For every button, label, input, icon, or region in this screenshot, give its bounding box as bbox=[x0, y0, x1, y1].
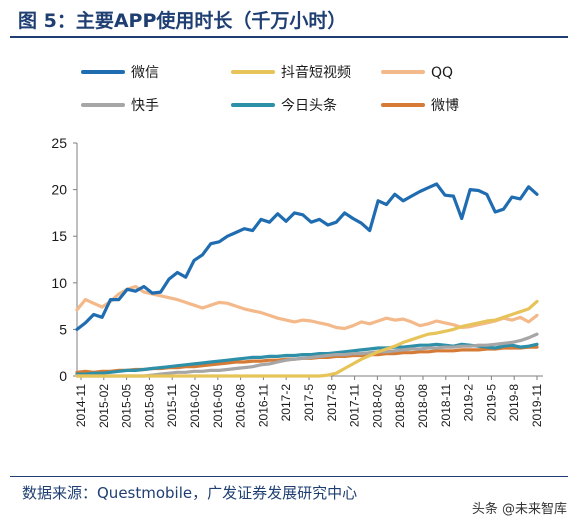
source-rule bbox=[10, 476, 568, 477]
y-tick-label: 25 bbox=[51, 135, 67, 151]
x-tick-label: 2019-2 bbox=[462, 384, 476, 422]
series-lines bbox=[75, 182, 539, 378]
x-tick-label: 2019-5 bbox=[484, 384, 498, 422]
x-tick-label: 2017-2 bbox=[279, 384, 293, 422]
x-tick-label: 2019-8 bbox=[507, 384, 521, 422]
x-tick-label: 2016-05 bbox=[211, 384, 225, 428]
legend-label-0: 微信 bbox=[131, 65, 159, 81]
y-tick-label: 5 bbox=[59, 321, 67, 337]
series-line-4 bbox=[75, 342, 539, 376]
y-tick-label: 15 bbox=[51, 228, 67, 244]
series-line-1 bbox=[75, 299, 539, 378]
axes: 0 5 10 15 20 25 2014-11 2015-02 2015-05 2015-08 20… bbox=[51, 135, 544, 428]
legend-label-3: 快手 bbox=[131, 98, 159, 114]
x-tick-label: 2018-02 bbox=[370, 384, 384, 428]
x-tick-label: 2015-11 bbox=[165, 384, 179, 427]
watermark: 头条 @未来智库 bbox=[471, 502, 567, 517]
x-tick-label: 2015-02 bbox=[97, 384, 111, 428]
legend-label-1: 抖音短视频 bbox=[281, 64, 351, 81]
series-line-2 bbox=[75, 284, 539, 331]
y-tick-label: 0 bbox=[59, 368, 67, 384]
legend-label-2: QQ bbox=[431, 65, 453, 81]
x-tick-label: 2017-11 bbox=[348, 384, 362, 427]
x-tick-label: 2014-11 bbox=[74, 384, 88, 427]
y-tick-label: 10 bbox=[51, 275, 67, 291]
x-tick-label: 2015-05 bbox=[120, 384, 134, 428]
chart-title: 图 5：主要APP使用时长（千万小时） bbox=[18, 10, 347, 32]
legend: 微信 抖音短视频 QQ 快手 今日头条 微博 bbox=[81, 64, 459, 114]
x-tick-label: 2017-8 bbox=[325, 384, 339, 422]
legend-label-4: 今日头条 bbox=[281, 97, 337, 114]
x-tick-label: 2016-02 bbox=[188, 384, 202, 428]
x-tick-label: 2015-08 bbox=[142, 384, 156, 428]
series-line-0 bbox=[75, 182, 539, 331]
x-tick-label: 2016-08 bbox=[234, 384, 248, 428]
legend-label-5: 微博 bbox=[431, 97, 459, 114]
source-note: 数据来源：Questmobile，广发证券发展研究中心 bbox=[22, 484, 358, 502]
title-rule bbox=[10, 36, 568, 38]
line-chart: 微信 抖音短视频 QQ 快手 今日头条 微博 0 5 10 15 20 25 2014-11 2015-… bbox=[51, 64, 544, 428]
x-tick-label: 2018-05 bbox=[393, 384, 407, 428]
x-tick-label: 2018-08 bbox=[416, 384, 430, 428]
x-tick-label: 2016-11 bbox=[256, 384, 270, 427]
x-tick-label: 2019-11 bbox=[530, 384, 544, 427]
x-tick-label: 2018-11 bbox=[439, 384, 453, 427]
x-tick-label: 2017-5 bbox=[302, 384, 316, 422]
y-tick-label: 20 bbox=[51, 182, 67, 198]
